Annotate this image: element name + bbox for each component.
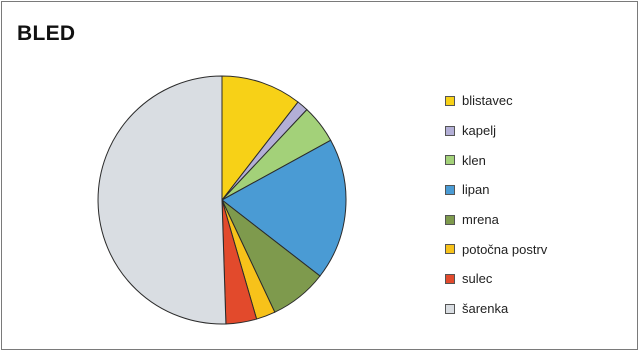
- pie-slice-3: [221, 139, 347, 277]
- pie-slice-7: [97, 75, 227, 325]
- legend-swatch: [445, 273, 455, 284]
- pie-slice-0: [221, 75, 299, 202]
- legend-label: lipan: [462, 182, 490, 198]
- legend-label: blistavec: [462, 93, 513, 109]
- legend-label: šarenka: [462, 301, 509, 317]
- legend-item: kapelj: [445, 116, 547, 146]
- legend-label: klen: [462, 152, 486, 168]
- legend-item: klen: [445, 145, 547, 175]
- legend-swatch: [445, 95, 455, 106]
- legend-swatch: [445, 303, 455, 314]
- legend-item: sulec: [445, 264, 547, 294]
- legend-swatch: [445, 125, 455, 136]
- chart-title: BLED: [17, 22, 76, 45]
- legend-item: mrena: [445, 205, 547, 235]
- legend-item: blistavec: [445, 86, 547, 116]
- legend-item: lipan: [445, 175, 547, 205]
- legend-item: šarenka: [445, 294, 547, 324]
- legend-swatch: [445, 155, 455, 166]
- legend-label: potočna postrv: [462, 241, 548, 257]
- legend: blistavec kapelj klen lipan mrena potočna pos…: [445, 86, 547, 324]
- legend-swatch: [445, 214, 455, 225]
- legend-swatch: [445, 184, 455, 195]
- legend-item: potočna postrv: [445, 234, 547, 264]
- legend-label: sulec: [462, 271, 493, 287]
- legend-swatch: [445, 244, 455, 255]
- legend-label: kapelj: [462, 123, 496, 139]
- legend-label: mrena: [462, 212, 499, 228]
